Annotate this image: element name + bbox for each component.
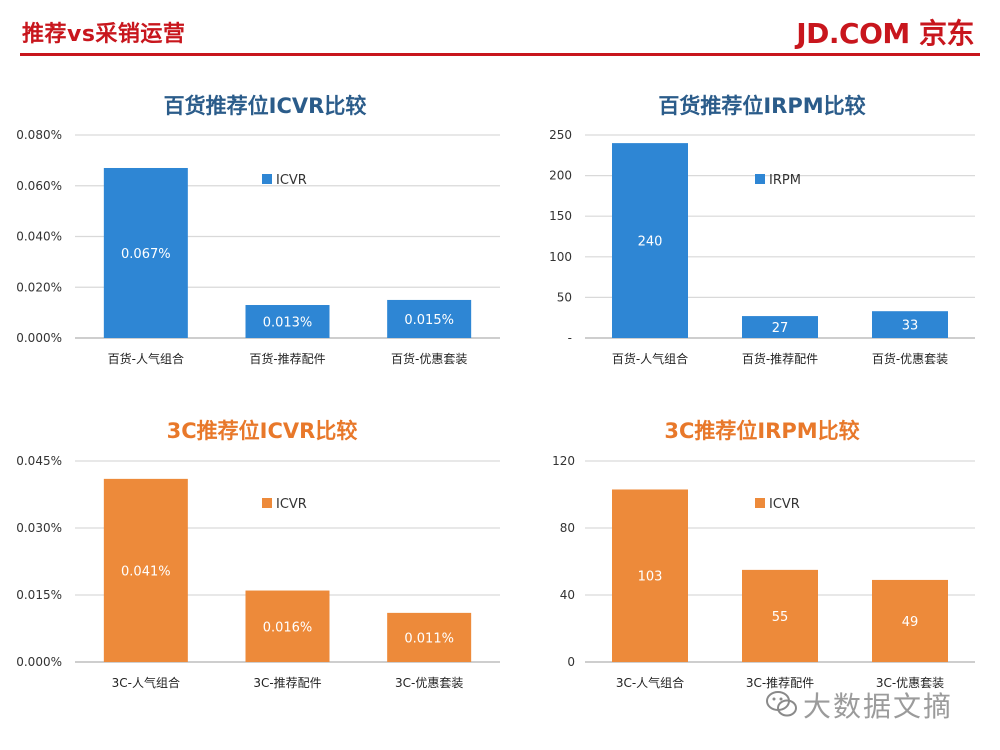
y-tick-label: 250 (549, 128, 572, 142)
bar (387, 612, 472, 662)
bar-value-label: 240 (638, 235, 663, 250)
y-tick-label: 0.080% (16, 128, 62, 142)
x-tick-label: 百货-人气组合 (108, 351, 184, 366)
x-tick-label: 百货-推荐配件 (742, 351, 818, 366)
chart-title: 3C推荐位ICVR比较 (167, 419, 358, 443)
x-tick-label: 百货-优惠套装 (391, 351, 467, 366)
watermark: 大数据文摘 (765, 685, 975, 725)
y-tick-label: 120 (552, 454, 575, 468)
y-tick-label: 0.040% (16, 230, 62, 244)
y-tick-label: 0.060% (16, 179, 62, 193)
x-tick-label: 3C-人气组合 (112, 675, 180, 690)
legend-swatch (262, 498, 272, 508)
wechat-icon (766, 691, 797, 717)
y-tick-label: 50 (557, 290, 572, 304)
legend-label: ICVR (276, 497, 307, 512)
x-tick-label: 3C-人气组合 (616, 675, 684, 690)
y-tick-label: 80 (560, 521, 575, 535)
y-tick-label: 40 (560, 588, 575, 602)
bar (103, 478, 188, 662)
bar-value-label: 55 (772, 610, 789, 625)
bar-value-label: 33 (902, 319, 919, 334)
bar (872, 311, 948, 338)
bar (245, 305, 330, 338)
bar-value-label: 0.013% (263, 316, 313, 331)
bar-value-label: 0.016% (263, 620, 313, 635)
y-tick-label: 150 (549, 209, 572, 223)
x-tick-label: 百货-推荐配件 (249, 351, 325, 366)
y-tick-label: 0 (567, 655, 575, 669)
bar (742, 316, 818, 338)
bar-value-label: 103 (638, 570, 663, 585)
x-tick-label: 百货-人气组合 (612, 351, 688, 366)
bar (245, 590, 330, 662)
bar-value-label: 0.011% (404, 631, 454, 646)
bar-value-label: 0.067% (121, 247, 171, 262)
legend-swatch (262, 174, 272, 184)
y-tick-label: 0.020% (16, 280, 62, 294)
chart-title: 3C推荐位IRPM比较 (664, 419, 859, 443)
header: 推荐vs采销运营 JD.COM 京东 (0, 0, 1000, 60)
chart-title: 百货推荐位ICVR比较 (164, 94, 367, 118)
chart-title: 百货推荐位IRPM比较 (658, 94, 865, 118)
legend-label: IRPM (769, 173, 801, 188)
y-tick-label: 0.000% (16, 331, 62, 345)
x-tick-label: 3C-优惠套装 (395, 676, 463, 690)
bar (387, 299, 472, 338)
bar (103, 167, 188, 338)
bar (612, 489, 688, 662)
y-tick-label: - (568, 331, 572, 345)
x-tick-label: 3C-推荐配件 (253, 676, 321, 690)
y-tick-label: 0.000% (16, 655, 62, 669)
x-tick-label: 3C-优惠套装 (876, 676, 944, 690)
bar (872, 579, 948, 662)
bar-value-label: 27 (772, 321, 789, 336)
header-divider (20, 53, 980, 56)
x-tick-label: 3C-推荐配件 (746, 676, 814, 690)
legend-swatch (755, 498, 765, 508)
bar-value-label: 49 (902, 615, 919, 630)
y-tick-label: 0.015% (16, 588, 62, 602)
watermark-text: 大数据文摘 (803, 690, 954, 723)
bar (612, 143, 688, 338)
bar (742, 569, 818, 662)
legend-label: ICVR (769, 497, 800, 512)
y-tick-label: 200 (549, 169, 572, 183)
y-tick-label: 0.045% (16, 454, 62, 468)
legend-label: ICVR (276, 173, 307, 188)
brand-logo: JD.COM 京东 (796, 17, 974, 50)
legend-swatch (755, 174, 765, 184)
y-tick-label: 0.030% (16, 521, 62, 535)
page-title: 推荐vs采销运营 (22, 22, 186, 47)
x-tick-label: 百货-优惠套装 (872, 351, 948, 366)
bar-value-label: 0.015% (404, 313, 454, 328)
y-tick-label: 100 (549, 250, 572, 264)
bar-value-label: 0.041% (121, 564, 171, 579)
